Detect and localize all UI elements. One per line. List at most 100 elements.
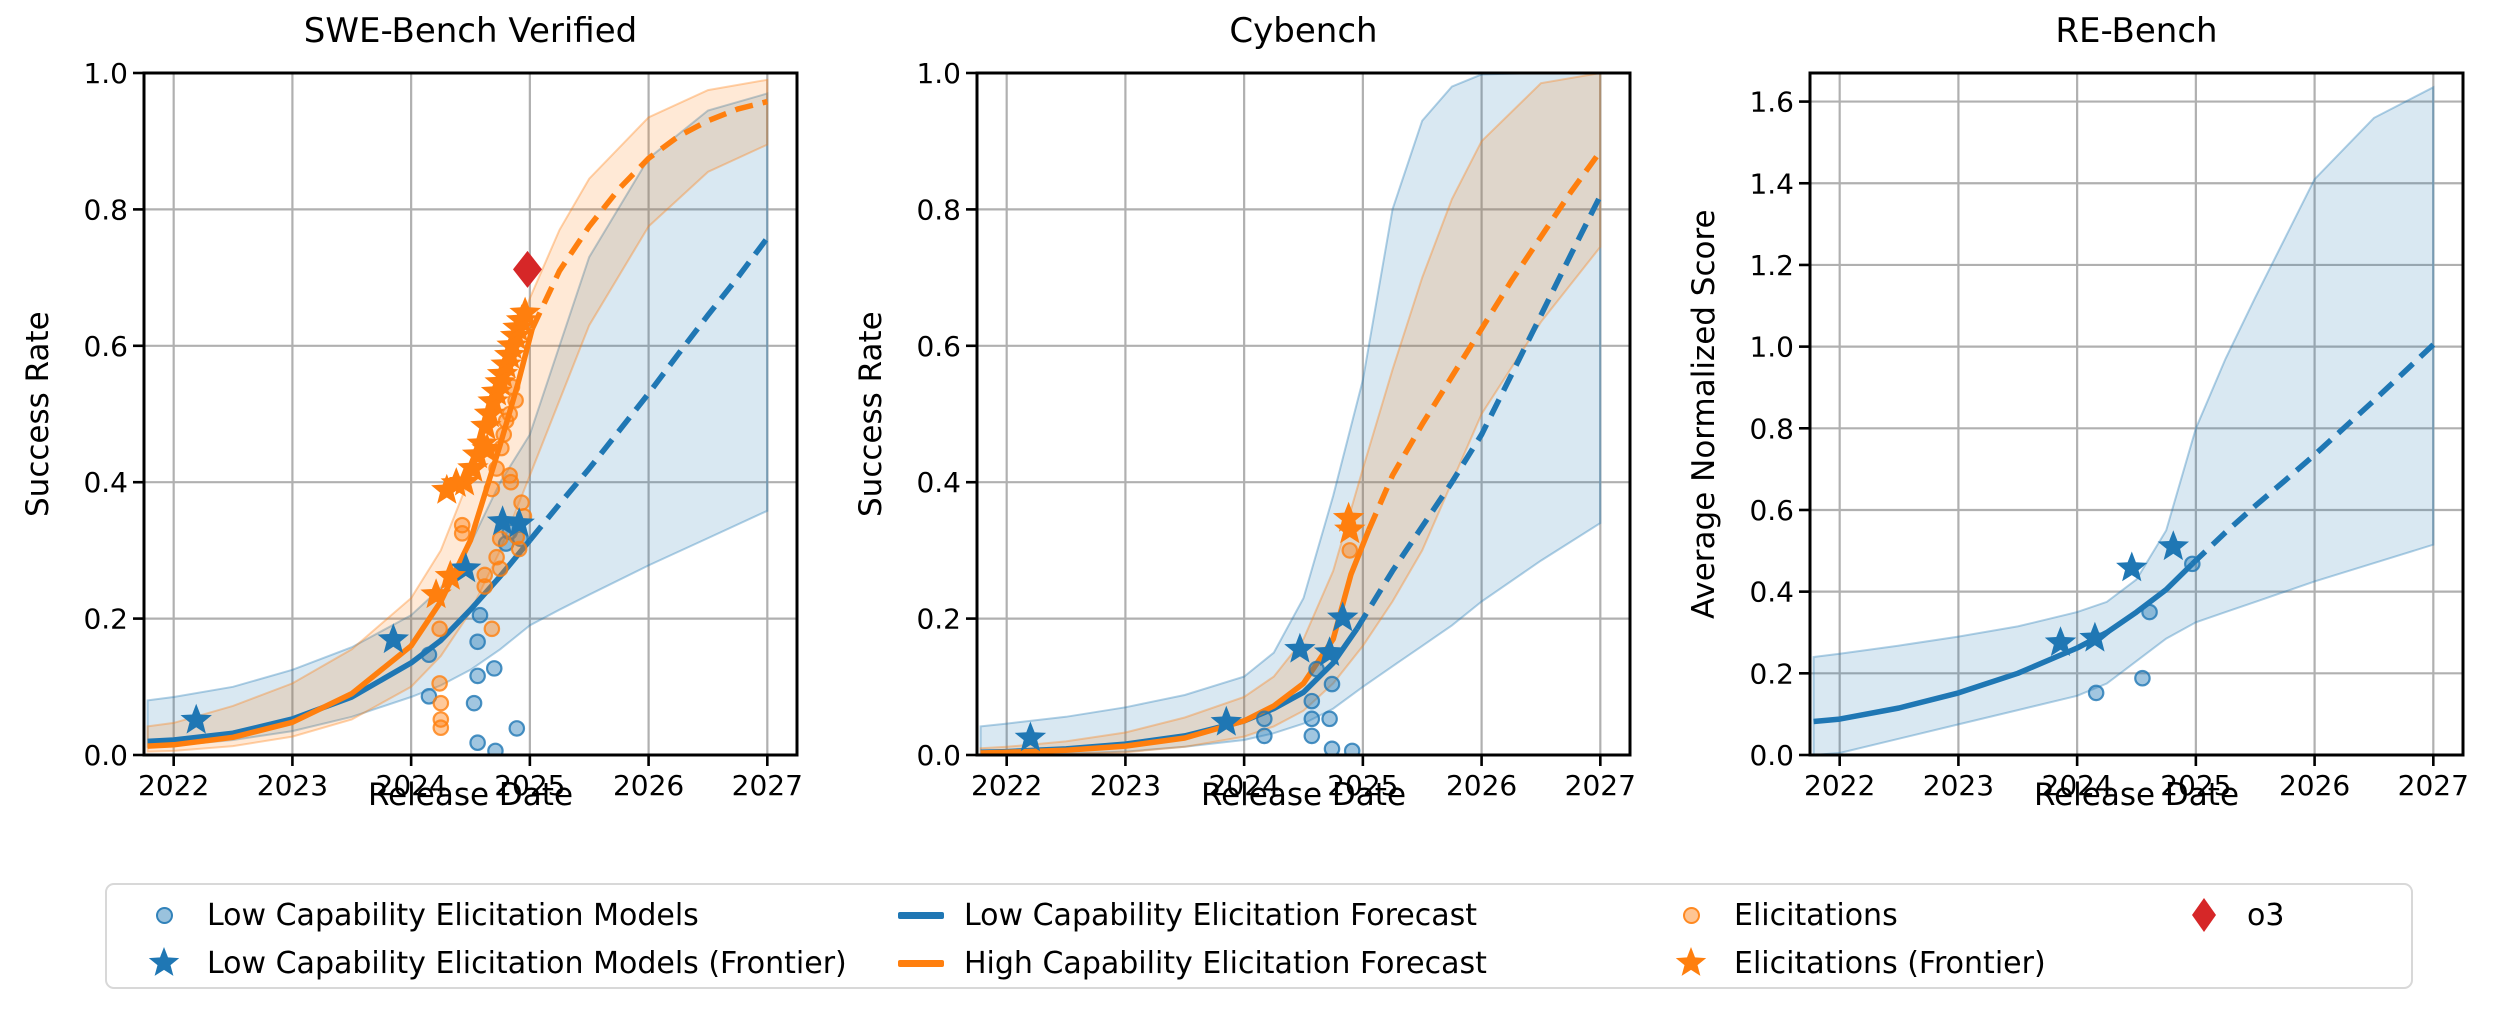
- scatter-low-capability-models: [1256, 660, 1361, 755]
- forecast-line-low-capability-forecast-extrapolation: [2190, 342, 2436, 566]
- y-tick-label: 0.6: [1749, 494, 1794, 527]
- confidence-band-low-capability-ci: [979, 73, 1602, 755]
- legend-label: High Capability Elicitation Forecast: [964, 945, 1487, 981]
- y-tick-label: 0.2: [916, 603, 961, 636]
- y-tick-label: 0.4: [1749, 576, 1794, 609]
- scatter-low-capability-models-frontier: [180, 505, 535, 734]
- legend-item-o3: o3: [2175, 892, 2284, 938]
- axes-spines: [1808, 71, 2465, 757]
- x-tick-label: 2025: [1327, 769, 1398, 802]
- blue-star-icon: [135, 945, 193, 981]
- legend-item-high-capability-forecast: High Capability Elicitation Forecast: [892, 940, 1487, 986]
- confidence-band-high-capability-ci: [979, 73, 1602, 755]
- x-tick-label: 2022: [138, 769, 209, 802]
- y-tick-label: 0.0: [83, 739, 128, 772]
- x-tick-label: 2023: [257, 769, 328, 802]
- forecast-line-low-capability-forecast-extrapolation: [1354, 194, 1603, 631]
- orange-line-icon: [892, 959, 950, 967]
- orange-star-icon: [1662, 945, 1720, 981]
- x-tick-label: 2024: [376, 769, 447, 802]
- x-tick-label: 2023: [1923, 769, 1994, 802]
- subplot-cybench: 2022 2023 2024 2025 2026 2027 0.0 0.2 0.4 0.6 0.8 1…: [833, 0, 1666, 860]
- axes-spines: [975, 71, 1632, 757]
- legend-label: Low Capability Elicitation Models: [207, 897, 699, 933]
- x-tick-label: 2027: [732, 769, 803, 802]
- y-tick-label: 0.8: [916, 193, 961, 226]
- x-axis-label: Release Date: [367, 777, 574, 813]
- y-tick-label: 1.6: [1749, 86, 1794, 119]
- confidence-band-low-capability-ci: [146, 92, 769, 748]
- confidence-band-high-capability-ci: [146, 78, 769, 753]
- y-tick-label: 0.6: [916, 330, 961, 363]
- scatter-elicitations-frontier: [420, 296, 541, 609]
- x-tick-label: 2026: [2279, 769, 2350, 802]
- legend-item-elicitations: Elicitations: [1662, 892, 1898, 938]
- forecast-line-low-capability-forecast-extrapolation: [527, 236, 770, 542]
- orange-dot-icon: [1662, 906, 1720, 924]
- scatter-low-capability-models: [2087, 555, 2201, 702]
- x-tick-label: 2026: [1446, 769, 1517, 802]
- chart-swe-bench-verified: 2022 2023 2024 2025 2026 2027 0.0 0.2 0.4 0.6 0.8 1…: [83, 57, 802, 802]
- tick-labels: 2022 2023 2024 2025 2026 2027 0.0 0.2 0.4 0.6 0.8 1…: [83, 57, 802, 802]
- x-tick-label: 2026: [613, 769, 684, 802]
- y-tick-label: 0.6: [83, 330, 128, 363]
- tick-labels: 2022 2023 2024 2025 2026 2027 0.0 0.2 0.4 0.6 0.8 1…: [1749, 86, 2468, 802]
- forecast-line-high-capability-forecast-fit: [147, 328, 535, 749]
- tick-marks: [966, 71, 1602, 766]
- x-tick-label: 2027: [2398, 769, 2469, 802]
- confidence-band-low-capability-ci: [1812, 85, 2435, 755]
- y-axis-label: Success Rate: [853, 311, 889, 517]
- legend-label: Elicitations: [1734, 897, 1898, 933]
- y-tick-label: 1.2: [1749, 249, 1794, 282]
- legend-label: Low Capability Elicitation Models (Front…: [207, 945, 847, 981]
- scatter-low-capability-models-frontier: [1014, 601, 1359, 752]
- tick-labels: 2022 2023 2024 2025 2026 2027 0.0 0.2 0.4 0.6 0.8 1…: [916, 57, 1635, 802]
- y-tick-label: 0.2: [1749, 657, 1794, 690]
- y-tick-label: 1.0: [1749, 331, 1794, 364]
- y-tick-label: 1.0: [83, 57, 128, 90]
- chart-re-bench: 2022 2023 2024 2025 2026 2027 0.0 0.2 0.4 0.6 0.8 1…: [1749, 71, 2469, 802]
- scatter-elicitations-frontier: [1332, 501, 1366, 544]
- forecast-line-low-capability-forecast-fit: [1813, 561, 2195, 725]
- y-tick-label: 0.4: [916, 466, 961, 499]
- y-tick-label: 0.2: [83, 603, 128, 636]
- y-tick-label: 1.0: [916, 57, 961, 90]
- blue-line-icon: [892, 911, 950, 919]
- gridlines: [1810, 73, 2463, 757]
- legend: Low Capability Elicitation Models Low Ca…: [105, 883, 2413, 989]
- x-tick-label: 2025: [494, 769, 565, 802]
- x-tick-label: 2022: [1804, 769, 1875, 802]
- chart-title: Cybench: [1229, 11, 1378, 51]
- chart-title: RE-Bench: [2055, 11, 2218, 51]
- x-tick-label: 2025: [2160, 769, 2231, 802]
- tick-marks: [133, 71, 769, 766]
- x-tick-label: 2022: [971, 769, 1042, 802]
- axes-spines: [142, 71, 799, 757]
- legend-label: Elicitations (Frontier): [1734, 945, 2046, 981]
- scatter-low-capability-models-frontier: [2044, 530, 2189, 656]
- scatter-elicitations: [1341, 542, 1359, 559]
- y-tick-label: 0.0: [916, 739, 961, 772]
- y-axis-label: Success Rate: [20, 311, 56, 517]
- legend-item-low-capability-forecast: Low Capability Elicitation Forecast: [892, 892, 1477, 938]
- legend-label: Low Capability Elicitation Forecast: [964, 897, 1478, 933]
- legend-item-low-capability-models: Low Capability Elicitation Models: [135, 892, 699, 938]
- tick-marks: [1799, 100, 2435, 766]
- gridlines: [977, 71, 1630, 757]
- forecast-line-high-capability-forecast-extrapolation: [529, 98, 768, 330]
- y-tick-label: 0.8: [83, 193, 128, 226]
- legend-item-elicitations-frontier: Elicitations (Frontier): [1662, 940, 2046, 986]
- chart-title: SWE-Bench Verified: [303, 11, 638, 51]
- x-axis-label: Release Date: [1200, 777, 1407, 813]
- x-tick-label: 2023: [1090, 769, 1161, 802]
- scatter-o3: [512, 250, 542, 288]
- x-tick-label: 2027: [1565, 769, 1636, 802]
- x-tick-label: 2024: [1209, 769, 1280, 802]
- x-axis-label: Release Date: [2033, 777, 2240, 813]
- blue-dot-icon: [135, 906, 193, 924]
- y-tick-label: 0.4: [83, 466, 128, 499]
- x-tick-label: 2024: [2042, 769, 2113, 802]
- y-axis-label: Average Normalized Score: [1686, 209, 1722, 619]
- chart-cybench: 2022 2023 2024 2025 2026 2027 0.0 0.2 0.4 0.6 0.8 1…: [916, 57, 1635, 802]
